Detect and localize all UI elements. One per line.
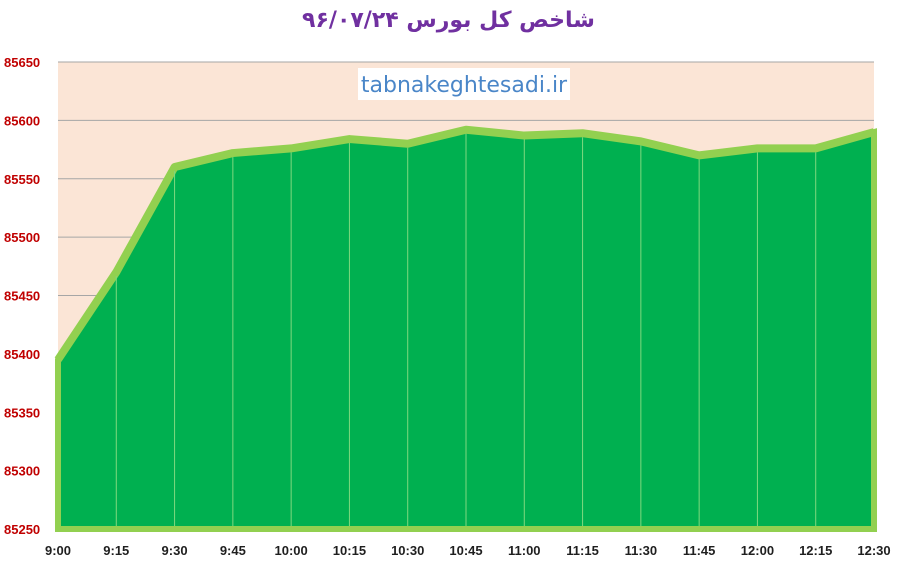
x-tick-label: 11:15 [566, 543, 599, 558]
watermark-text: tabnakeghtesadi.ir [361, 73, 568, 98]
y-tick-label: 85300 [4, 464, 40, 479]
x-tick-label: 11:30 [625, 543, 658, 558]
x-tick-label: 10:30 [391, 543, 424, 558]
x-tick-label: 10:00 [275, 543, 308, 558]
watermark-background [358, 68, 570, 100]
x-tick-label: 11:00 [508, 543, 541, 558]
x-tick-label: 12:30 [857, 543, 890, 558]
x-tick-label: 9:45 [220, 543, 246, 558]
chart-title: شاخص کل بورس ۹۶/۰۷/۲۴ [302, 8, 595, 33]
series-line [54, 125, 876, 362]
y-tick-label: 85650 [4, 55, 40, 70]
x-tick-label: 10:45 [449, 543, 482, 558]
x-tick-label: 12:00 [741, 543, 774, 558]
x-axis-ticks: 9:00 9:15 9:30 9:45 10:00 10:15 10:30 10:45 11:0… [45, 543, 891, 558]
y-axis-ticks: 85250 85300 85350 85400 85450 85500 85550 85600… [4, 55, 40, 537]
x-tick-label: 9:00 [45, 543, 71, 558]
y-tick-label: 85550 [4, 172, 40, 187]
watermark: tabnakeghtesadi.ir [358, 68, 570, 100]
y-tick-label: 85500 [4, 230, 40, 245]
x-tick-label: 9:15 [103, 543, 129, 558]
x-tick-label: 10:15 [333, 543, 366, 558]
series-dividers [115, 133, 817, 526]
x-tick-label: 11:45 [683, 543, 716, 558]
y-tick-label: 85450 [4, 289, 40, 304]
y-tick-label: 85600 [4, 113, 40, 128]
x-tick-label: 9:30 [162, 543, 188, 558]
y-tick-label: 85350 [4, 405, 40, 420]
y-tick-label: 85250 [4, 522, 40, 537]
y-tick-label: 85400 [4, 347, 40, 362]
x-tick-label: 12:15 [799, 543, 832, 558]
